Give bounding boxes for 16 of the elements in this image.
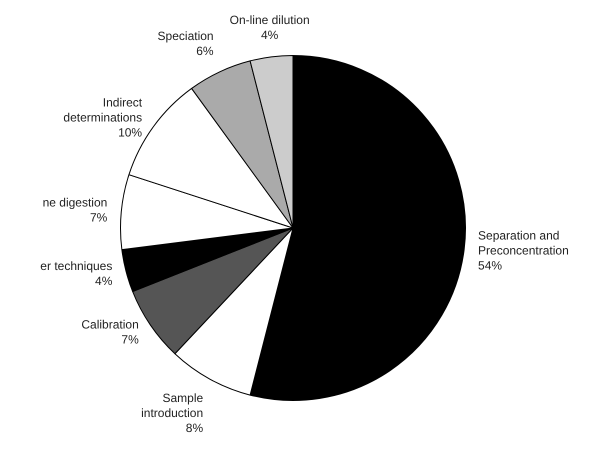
slice-label: Speciation: [158, 29, 214, 44]
slice-label: On-line dilution: [230, 12, 310, 27]
slice-label: Sample introduction: [141, 391, 204, 420]
data-label: 6%: [196, 44, 214, 58]
data-label: 10%: [118, 126, 142, 140]
slice-label: ne digestion: [42, 195, 108, 210]
slice-label: Indirect determinations: [63, 96, 143, 125]
data-label: 7%: [121, 332, 140, 347]
data-label: 8%: [186, 421, 204, 436]
data-label: 4%: [95, 274, 113, 288]
slice-label: er techniques: [40, 259, 112, 274]
data-label: 54%: [478, 258, 502, 273]
slice-label: Calibration: [81, 318, 139, 332]
slice-label: Separation and Preconcentration: [478, 228, 569, 258]
data-label: 4%: [260, 28, 279, 42]
data-label: 7%: [90, 210, 108, 224]
